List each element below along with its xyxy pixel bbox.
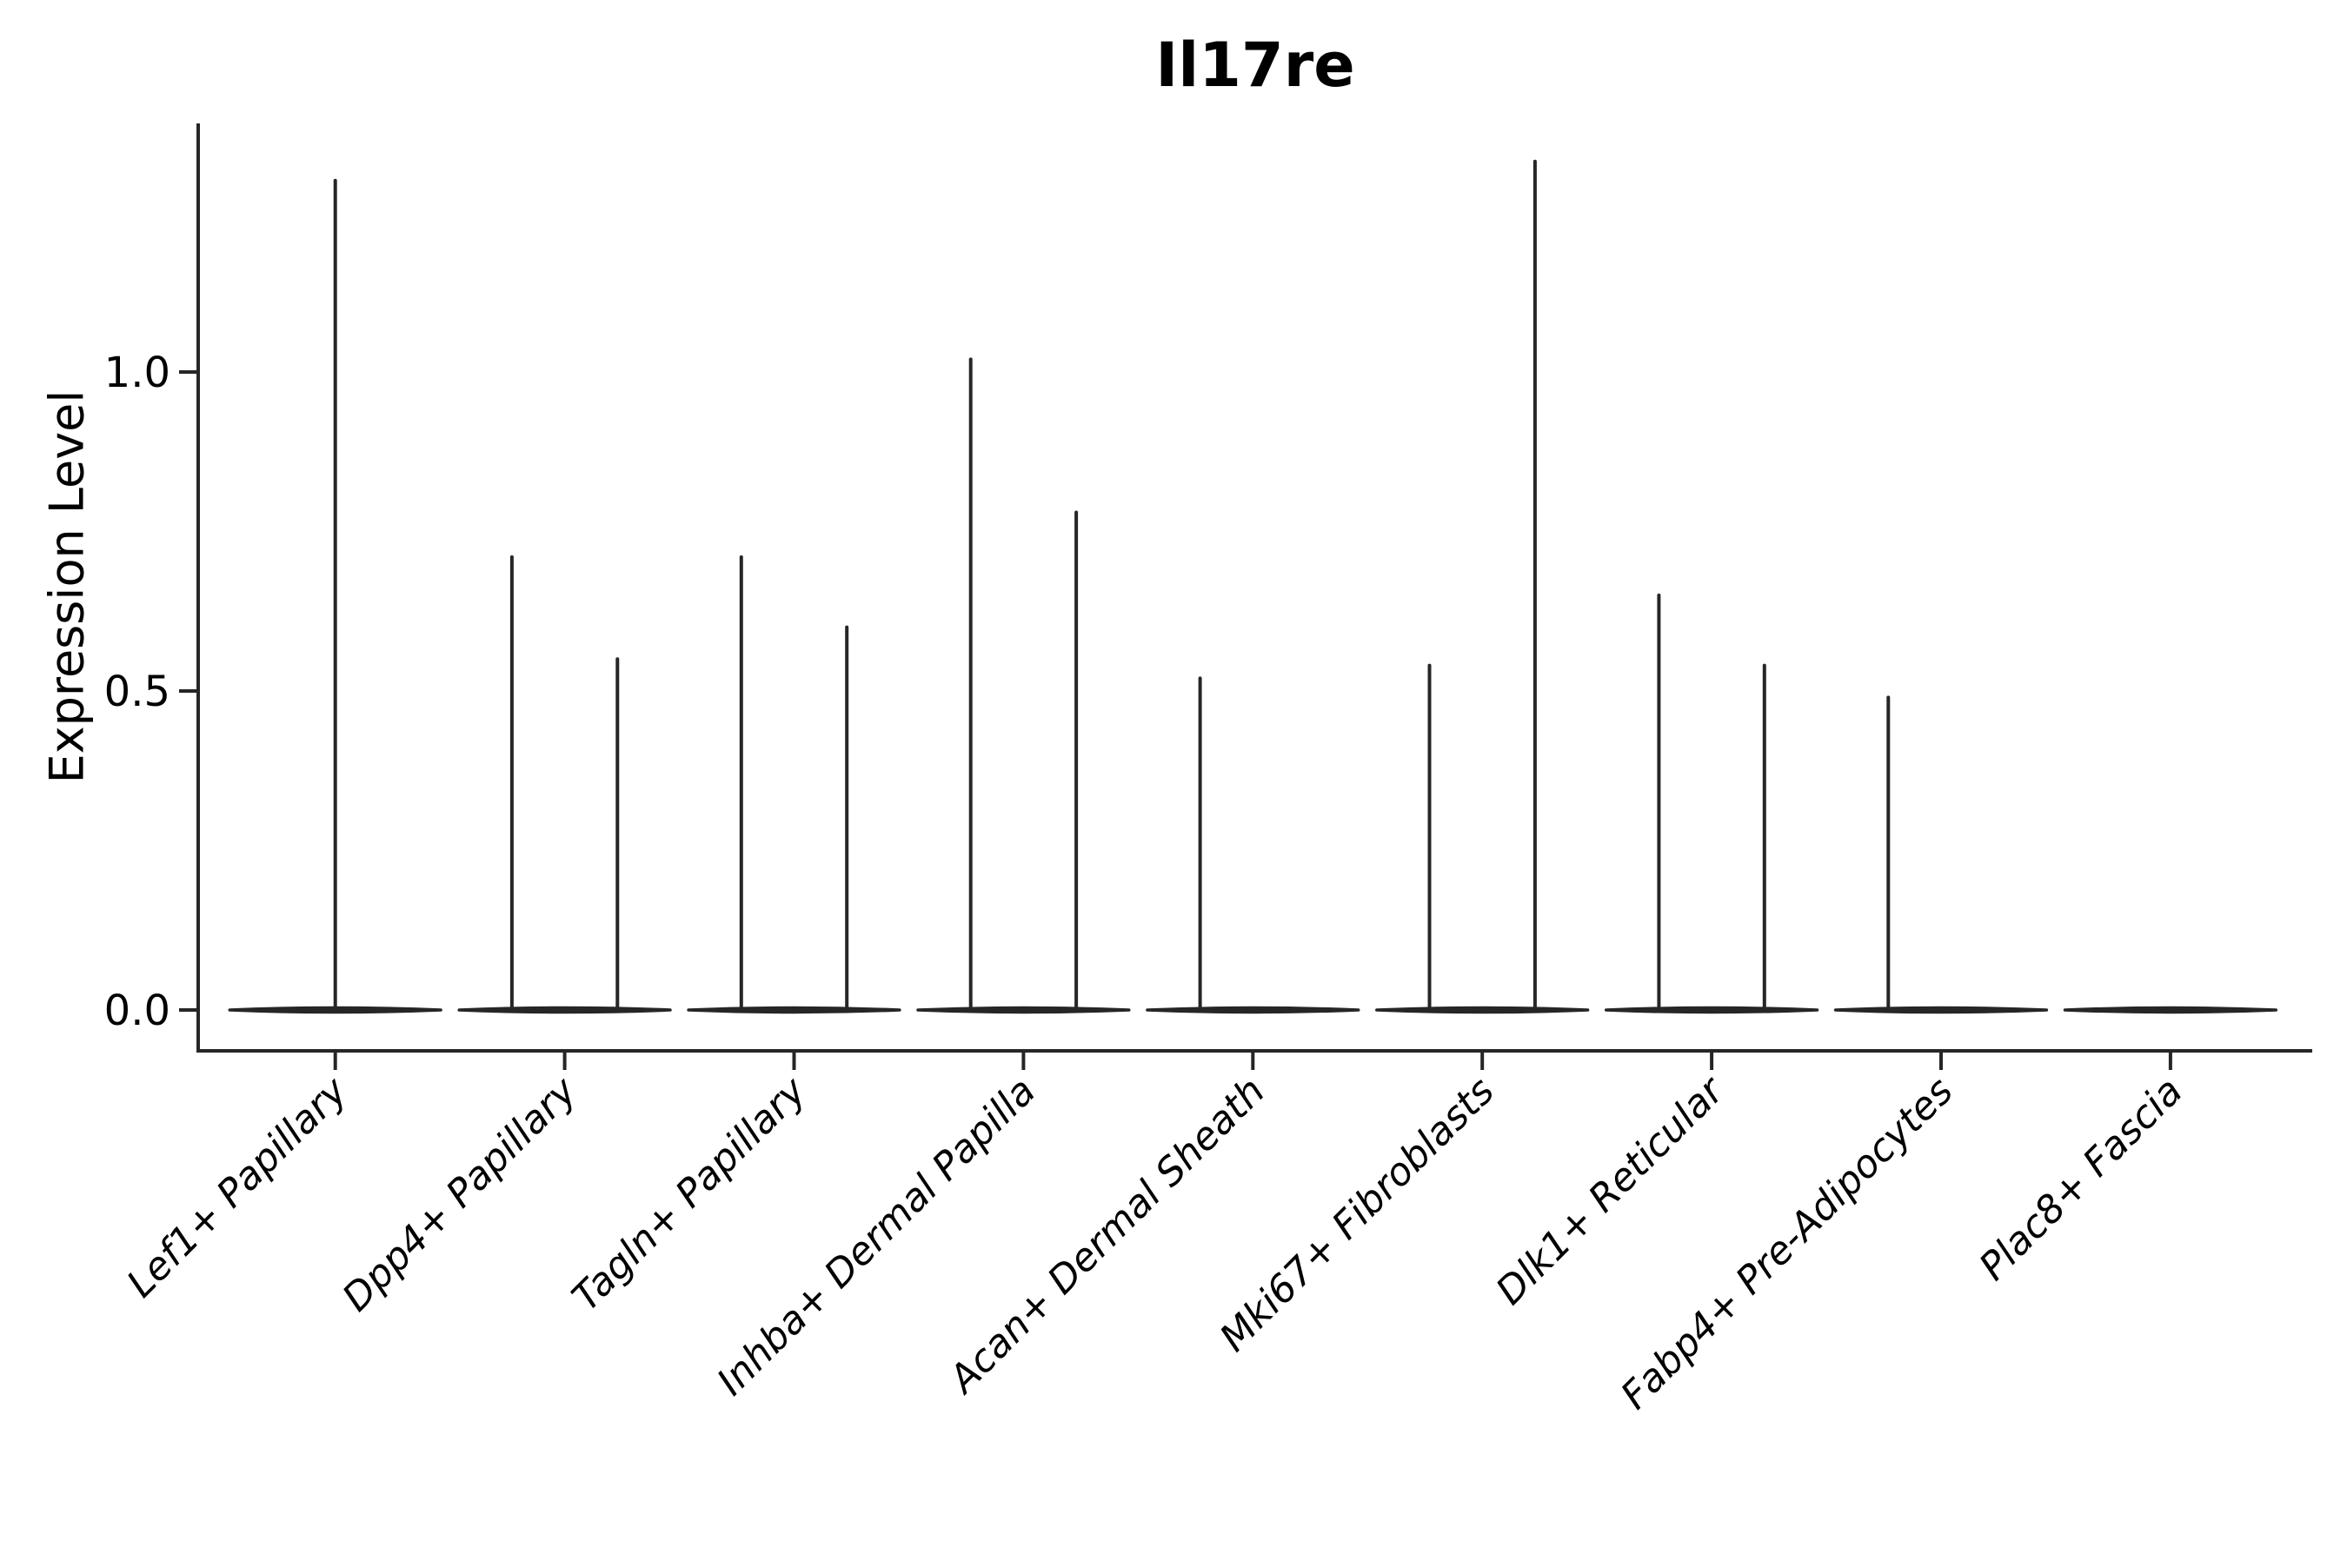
- chart-title: Il17re: [1155, 30, 1354, 101]
- violin-body: [1833, 1006, 2049, 1014]
- violin-body: [2063, 1006, 2278, 1014]
- y-tick-label: 1.0: [104, 349, 170, 397]
- violin-body: [457, 1006, 672, 1014]
- y-axis-label: Expression Level: [40, 390, 95, 784]
- violin-body: [1146, 1006, 1360, 1014]
- violin-body: [1604, 1006, 1819, 1014]
- x-tick-label: Tagln+ Papillary: [564, 1068, 815, 1319]
- violin-body: [916, 1006, 1131, 1014]
- y-tick-label: 0.5: [104, 668, 170, 716]
- y-tick-label: 0.0: [104, 987, 170, 1035]
- violin-body: [1375, 1006, 1590, 1014]
- x-tick-label: Lef1+ Papillary: [118, 1068, 356, 1306]
- x-tick-label: Dpp4+ Papillary: [334, 1068, 586, 1320]
- x-tick-label: Plac8+ Fascia: [1971, 1069, 2191, 1289]
- x-tick-label: Dlk1+ Reticular: [1488, 1067, 1734, 1313]
- violin-body: [687, 1006, 901, 1014]
